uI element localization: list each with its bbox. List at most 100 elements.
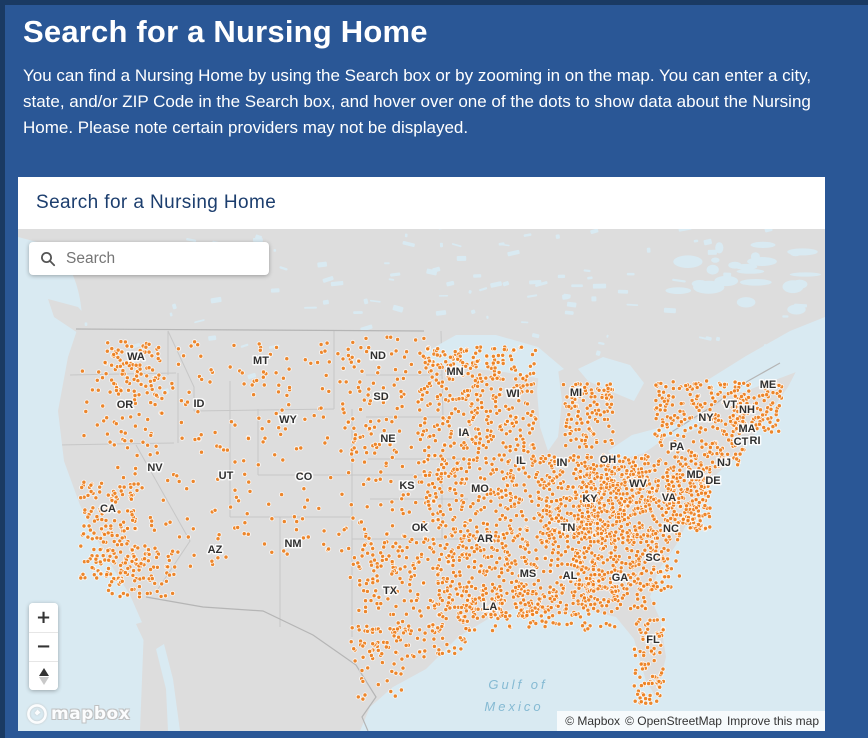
nursing-home-dot[interactable] — [527, 430, 533, 436]
nursing-home-dot[interactable] — [422, 416, 428, 422]
nursing-home-dot[interactable] — [477, 466, 483, 472]
nursing-home-dot[interactable] — [105, 340, 111, 346]
nursing-home-dot[interactable] — [375, 370, 381, 376]
nursing-home-dot[interactable] — [654, 617, 660, 623]
search-input[interactable] — [64, 248, 254, 269]
nursing-home-dot[interactable] — [484, 353, 490, 359]
nursing-home-dot[interactable] — [633, 621, 639, 627]
nursing-home-dot[interactable] — [693, 461, 699, 467]
nursing-home-dot[interactable] — [429, 374, 435, 380]
nursing-home-dot[interactable] — [114, 532, 120, 538]
nursing-home-dot[interactable] — [550, 550, 556, 556]
nursing-home-dot[interactable] — [488, 386, 494, 392]
nursing-home-dot[interactable] — [543, 544, 549, 550]
nursing-home-dot[interactable] — [703, 525, 709, 531]
nursing-home-dot[interactable] — [655, 478, 661, 484]
nursing-home-dot[interactable] — [526, 624, 532, 630]
nursing-home-dot[interactable] — [546, 614, 552, 620]
nursing-home-dot[interactable] — [364, 504, 370, 510]
nursing-home-dot[interactable] — [677, 467, 683, 473]
mapbox-logo-link[interactable]: mapbox — [26, 703, 130, 725]
nursing-home-dot[interactable] — [339, 548, 345, 554]
nursing-home-dot[interactable] — [530, 611, 536, 617]
nursing-home-dot[interactable] — [421, 539, 427, 545]
nursing-home-dot[interactable] — [601, 479, 607, 485]
nursing-home-dot[interactable] — [120, 368, 126, 374]
attribution-mapbox-link[interactable]: © Mapbox — [565, 714, 621, 728]
nursing-home-dot[interactable] — [620, 540, 626, 546]
nursing-home-dot[interactable] — [534, 534, 540, 540]
nursing-home-dot[interactable] — [508, 467, 514, 473]
nursing-home-dot[interactable] — [539, 540, 545, 546]
nursing-home-dot[interactable] — [478, 475, 484, 481]
nursing-home-dot[interactable] — [526, 549, 532, 555]
nursing-home-dot[interactable] — [399, 548, 405, 554]
nursing-home-dot[interactable] — [439, 489, 445, 495]
nursing-home-dot[interactable] — [620, 528, 626, 534]
nursing-home-dot[interactable] — [117, 593, 123, 599]
nursing-home-dot[interactable] — [452, 473, 458, 479]
nursing-home-dot[interactable] — [435, 407, 441, 413]
nursing-home-dot[interactable] — [643, 696, 649, 702]
nursing-home-dot[interactable] — [435, 467, 441, 473]
nursing-home-dot[interactable] — [304, 497, 310, 503]
nursing-home-dot[interactable] — [138, 381, 144, 387]
nursing-home-dot[interactable] — [409, 536, 415, 542]
nursing-home-dot[interactable] — [97, 559, 103, 565]
nursing-home-dot[interactable] — [670, 385, 676, 391]
nursing-home-dot[interactable] — [399, 656, 405, 662]
nursing-home-dot[interactable] — [466, 592, 472, 598]
nursing-home-dot[interactable] — [393, 603, 399, 609]
nursing-home-dot[interactable] — [584, 575, 590, 581]
nursing-home-dot[interactable] — [435, 517, 441, 523]
nursing-home-dot[interactable] — [100, 553, 106, 559]
nursing-home-dot[interactable] — [509, 357, 515, 363]
nursing-home-dot[interactable] — [176, 534, 182, 540]
nursing-home-dot[interactable] — [397, 575, 403, 581]
nursing-home-dot[interactable] — [730, 412, 736, 418]
nursing-home-dot[interactable] — [395, 548, 401, 554]
nursing-home-dot[interactable] — [117, 484, 123, 490]
nursing-home-dot[interactable] — [481, 582, 487, 588]
nursing-home-dot[interactable] — [474, 410, 480, 416]
nursing-home-dot[interactable] — [140, 439, 146, 445]
nursing-home-dot[interactable] — [135, 481, 141, 487]
nursing-home-dot[interactable] — [492, 623, 498, 629]
nursing-home-dot[interactable] — [463, 469, 469, 475]
nursing-home-dot[interactable] — [579, 519, 585, 525]
nursing-home-dot[interactable] — [600, 560, 606, 566]
nursing-home-dot[interactable] — [610, 505, 616, 511]
nursing-home-dot[interactable] — [699, 438, 705, 444]
nursing-home-dot[interactable] — [397, 566, 403, 572]
nursing-home-dot[interactable] — [389, 419, 395, 425]
nursing-home-dot[interactable] — [777, 388, 783, 394]
nursing-home-dot[interactable] — [585, 419, 591, 425]
nursing-home-dot[interactable] — [302, 357, 308, 363]
nursing-home-dot[interactable] — [106, 587, 112, 593]
nursing-home-dot[interactable] — [368, 652, 374, 658]
nursing-home-dot[interactable] — [469, 545, 475, 551]
nursing-home-dot[interactable] — [476, 445, 482, 451]
nursing-home-dot[interactable] — [546, 481, 552, 487]
nursing-home-dot[interactable] — [466, 418, 472, 424]
nursing-home-dot[interactable] — [276, 425, 282, 431]
nursing-home-dot[interactable] — [658, 569, 664, 575]
nursing-home-dot[interactable] — [426, 502, 432, 508]
nursing-home-dot[interactable] — [672, 454, 678, 460]
nursing-home-dot[interactable] — [472, 559, 478, 565]
nursing-home-dot[interactable] — [139, 485, 145, 491]
nursing-home-dot[interactable] — [367, 398, 373, 404]
nursing-home-dot[interactable] — [575, 516, 581, 522]
nursing-home-dot[interactable] — [680, 472, 686, 478]
nursing-home-dot[interactable] — [566, 403, 572, 409]
nursing-home-dot[interactable] — [142, 543, 148, 549]
nursing-home-dot[interactable] — [502, 613, 508, 619]
nursing-home-dot[interactable] — [408, 598, 414, 604]
nursing-home-dot[interactable] — [146, 341, 152, 347]
nursing-home-dot[interactable] — [414, 635, 420, 641]
nursing-home-dot[interactable] — [647, 617, 653, 623]
nursing-home-dot[interactable] — [78, 495, 84, 501]
nursing-home-dot[interactable] — [624, 521, 630, 527]
nursing-home-dot[interactable] — [417, 608, 423, 614]
nursing-home-dot[interactable] — [351, 646, 357, 652]
